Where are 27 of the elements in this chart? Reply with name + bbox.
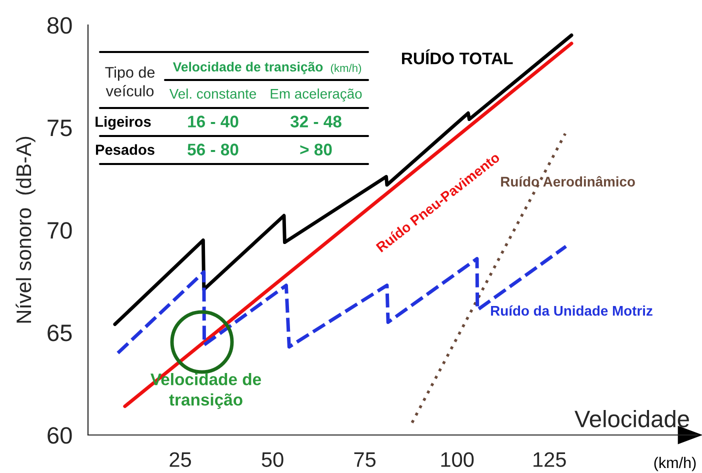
x-axis-title: Velocidade xyxy=(574,410,689,428)
annotation: Vel. constante xyxy=(169,88,256,99)
x-tick-label: 50 xyxy=(262,452,284,467)
y-tick-label: 70 xyxy=(48,222,72,239)
annotation: Em aceleração xyxy=(270,88,362,102)
annotation: 32 - 48 xyxy=(290,116,342,128)
x-tick-label: 125 xyxy=(534,452,566,467)
x-tick-label: 100 xyxy=(441,452,474,467)
y-tick-label: 75 xyxy=(48,120,72,136)
y-tick-label: 65 xyxy=(48,324,72,342)
y-tick-label: 60 xyxy=(48,427,72,444)
annotation: (km/h) xyxy=(330,64,362,74)
annotation: 16 - 40 xyxy=(188,116,238,128)
annotation: > 80 xyxy=(300,144,332,156)
annotation: Pesados xyxy=(96,144,154,155)
annotation: Tipo de veículo xyxy=(105,66,155,96)
series-label: Ruído Aerodinâmico xyxy=(501,176,635,187)
annotation: 56 - 80 xyxy=(188,144,238,156)
text: (km/h) xyxy=(654,456,696,472)
series-label: RUÍDO TOTAL xyxy=(402,49,513,64)
x-tick-label: 25 xyxy=(170,452,191,467)
y-axis-title: Nível sonoro (dB-A) xyxy=(16,136,36,323)
annotation: Velocidade de transição xyxy=(172,62,323,74)
x-tick-label: 75 xyxy=(354,452,376,467)
annotation: Ligeiros xyxy=(96,116,151,130)
series-label: Ruído da Unidade Motriz xyxy=(491,305,652,316)
y-tick-label: 80 xyxy=(47,17,72,34)
